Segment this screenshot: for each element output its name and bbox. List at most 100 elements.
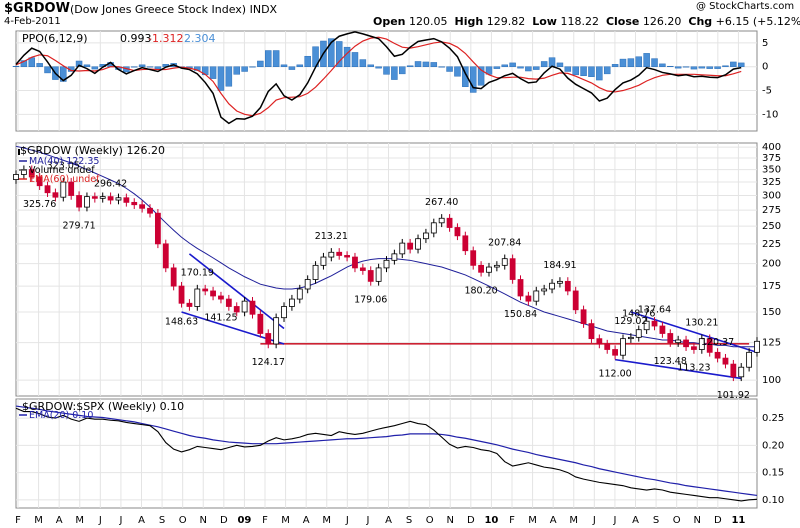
x-tick-label: J [345, 515, 349, 526]
x-tick-label: S [159, 515, 165, 526]
ppo-histogram-bar [430, 62, 438, 67]
candle-body [714, 351, 721, 359]
ppo-histogram-bar [477, 66, 485, 86]
candle-body [517, 279, 524, 297]
open-value: 120.05 [409, 15, 448, 28]
wedge-lower-line-2010 [614, 358, 742, 380]
ppo-histogram-bar [359, 59, 367, 67]
x-tick-label: M [34, 515, 43, 526]
ppo-line [15, 31, 742, 125]
price-annotation: 120.37 [701, 337, 734, 348]
price-annotation: 137.64 [638, 305, 671, 316]
candle-body [722, 357, 729, 365]
candle-body [36, 176, 43, 187]
price-annotation: 325.76 [23, 199, 56, 210]
price-legend-item: EMA(60) undef [29, 174, 100, 185]
candle-body [265, 333, 272, 345]
candle-body [430, 222, 437, 234]
candle-body [746, 351, 753, 368]
high-value: 129.82 [486, 15, 526, 28]
x-tick-label: A [385, 515, 392, 526]
ppo-histogram-bar [580, 66, 587, 77]
candle-body [281, 306, 287, 319]
price-annotation: 123.48 [654, 356, 687, 367]
candle-body [564, 280, 571, 292]
price-title: $GRDOW (Weekly) 126.20 [20, 144, 165, 157]
candle-body [107, 196, 114, 201]
candle-body [525, 295, 532, 302]
ppo-histogram-bar [462, 66, 469, 87]
candle-body [706, 338, 713, 353]
candle-body [604, 343, 611, 350]
price-annotation: 129.02 [614, 316, 647, 327]
x-tick-label: M [322, 515, 331, 526]
ppo-histogram-bar [217, 66, 225, 91]
ppo-histogram-bar [651, 58, 658, 67]
candle-body [683, 339, 689, 348]
candle-body [478, 264, 484, 273]
candle-body [170, 267, 177, 287]
price-annotation: 101.92 [717, 390, 750, 401]
price-annotation: 323.05 [47, 161, 80, 172]
candle-body [28, 169, 35, 178]
candle-body [344, 255, 350, 258]
change-label: Chg [688, 15, 713, 28]
ppo-histogram-bar [60, 66, 67, 82]
candle-body [178, 285, 185, 304]
open-label: Open [373, 15, 406, 28]
price-annotation: 124.17 [252, 357, 285, 368]
close-value: 126.20 [642, 15, 682, 28]
candle-body [675, 339, 682, 344]
candle-body [462, 235, 469, 252]
candle-body [76, 195, 82, 208]
price-y-tick: 175 [762, 281, 781, 292]
price-y-tick: 375 [762, 153, 781, 164]
ppo-hist-value: 2.304 [184, 32, 216, 45]
candle-body [470, 250, 477, 266]
ppo-histogram-bar [588, 66, 595, 77]
x-tick-label: F [15, 515, 21, 526]
candle-body [68, 181, 75, 196]
ppo-histogram-bar [643, 53, 650, 67]
ppo-histogram-bar [706, 66, 713, 69]
candle-body [612, 349, 619, 356]
candle-body [154, 212, 161, 245]
price-annotation: 150.84 [504, 309, 537, 320]
candle-body [501, 258, 508, 266]
candle-body [588, 323, 595, 340]
candle-body [698, 338, 705, 350]
x-tick-label: 09 [237, 515, 251, 526]
ppo-histogram-bar [138, 64, 146, 67]
candle-body [620, 338, 626, 356]
ppo-histogram-bar [351, 52, 359, 67]
ppo-histogram-bar [619, 58, 627, 67]
ppo-histogram-bar [572, 66, 579, 76]
candle-body [91, 196, 98, 199]
ppo-histogram-bar [501, 64, 508, 67]
ratio-y-tick: 0.20 [762, 440, 784, 451]
candle-body [328, 251, 335, 258]
x-tick-label: S [406, 515, 412, 526]
change-value: +6.15 (+5.12%) [715, 15, 800, 28]
ppo-histogram-bar [422, 61, 430, 67]
ppo-value: 0.993 [120, 32, 152, 45]
copyright-link[interactable]: @ StockCharts.com [696, 1, 795, 12]
ppo-histogram-bar [540, 61, 548, 67]
candle-body [194, 288, 201, 307]
ppo-histogram-bar [635, 56, 643, 67]
x-tick-label: F [509, 515, 515, 526]
candle-body [627, 336, 634, 340]
candle-body [296, 288, 303, 300]
x-tick-label: J [592, 515, 596, 526]
candle-body [399, 242, 406, 255]
ppo-signal-value: -1.312 [148, 32, 183, 45]
candle-body [415, 238, 421, 250]
x-tick-label: A [303, 515, 310, 526]
ppo-histogram-bar [20, 60, 28, 67]
x-tick-label: S [653, 515, 659, 526]
x-tick-label: 11 [731, 515, 745, 526]
price-annotation: 296.42 [94, 179, 127, 190]
x-tick-label: J [118, 515, 122, 526]
candle-body [549, 282, 555, 290]
ppo-histogram-bar [130, 66, 138, 68]
